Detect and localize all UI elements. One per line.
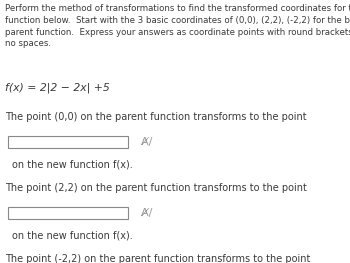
FancyBboxPatch shape [8, 136, 128, 148]
Text: The point (-2,2) on the parent function transforms to the point: The point (-2,2) on the parent function … [5, 254, 311, 263]
FancyBboxPatch shape [8, 207, 128, 219]
Text: on the new function f(x).: on the new function f(x). [12, 160, 133, 170]
Text: The point (2,2) on the parent function transforms to the point: The point (2,2) on the parent function t… [5, 183, 307, 193]
Text: A̸̸/: A̸̸/ [142, 208, 153, 218]
Text: f(x) = 2|2 − 2x| +5: f(x) = 2|2 − 2x| +5 [5, 83, 110, 93]
Text: A̸̸/: A̸̸/ [142, 137, 153, 147]
Text: Perform the method of transformations to find the transformed coordinates for th: Perform the method of transformations to… [5, 4, 350, 48]
Text: on the new function f(x).: on the new function f(x). [12, 231, 133, 241]
Text: The point (0,0) on the parent function transforms to the point: The point (0,0) on the parent function t… [5, 112, 307, 122]
